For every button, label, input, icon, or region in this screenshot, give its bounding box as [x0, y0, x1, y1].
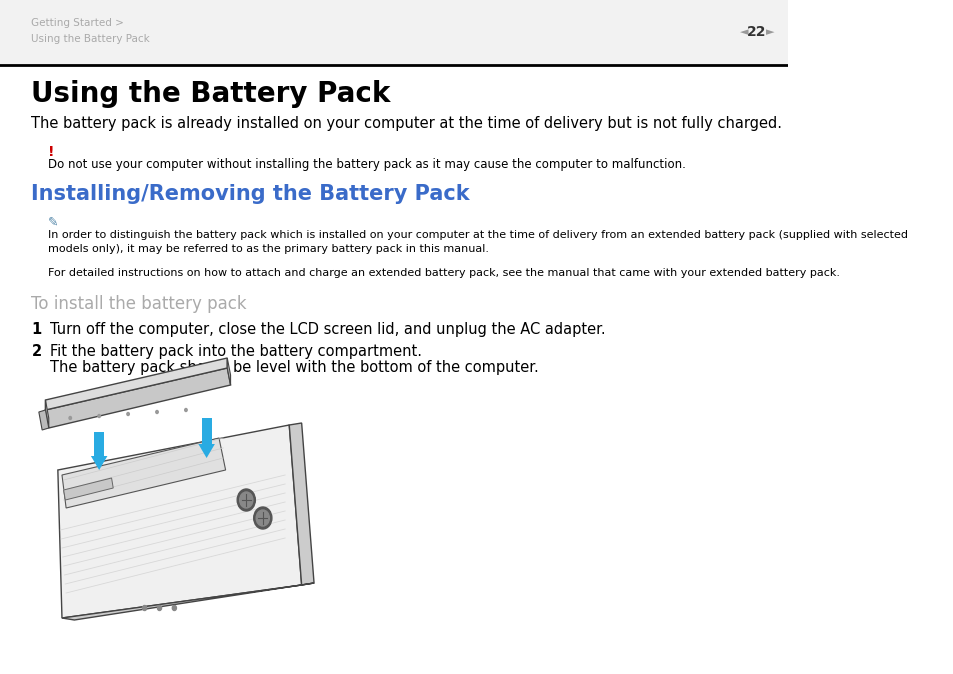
Circle shape	[69, 417, 71, 419]
Circle shape	[239, 492, 253, 508]
Text: !: !	[48, 145, 54, 159]
Text: Using the Battery Pack: Using the Battery Pack	[31, 34, 150, 44]
Polygon shape	[91, 456, 108, 470]
Text: Fit the battery pack into the battery compartment.: Fit the battery pack into the battery co…	[50, 344, 421, 359]
Text: In order to distinguish the battery pack which is installed on your computer at : In order to distinguish the battery pack…	[48, 230, 907, 254]
Circle shape	[155, 410, 158, 414]
Text: 1: 1	[31, 322, 42, 337]
Polygon shape	[227, 358, 231, 385]
Polygon shape	[64, 478, 113, 500]
Polygon shape	[62, 438, 225, 508]
Bar	[0, 0, 787, 65]
Text: ✎: ✎	[48, 216, 58, 229]
Polygon shape	[289, 423, 314, 585]
Circle shape	[172, 605, 176, 611]
Polygon shape	[201, 418, 212, 444]
Text: Turn off the computer, close the LCD screen lid, and unplug the AC adapter.: Turn off the computer, close the LCD scr…	[50, 322, 604, 337]
Text: Using the Battery Pack: Using the Battery Pack	[31, 80, 391, 108]
Circle shape	[157, 605, 161, 611]
Text: ►: ►	[765, 27, 774, 37]
Circle shape	[98, 415, 100, 417]
Text: The battery pack should be level with the bottom of the computer.: The battery pack should be level with th…	[50, 360, 537, 375]
Circle shape	[127, 412, 130, 415]
Polygon shape	[62, 583, 314, 620]
Text: Getting Started >: Getting Started >	[31, 18, 124, 28]
Polygon shape	[46, 368, 231, 428]
Polygon shape	[46, 400, 49, 428]
Polygon shape	[58, 425, 301, 618]
Polygon shape	[94, 432, 104, 456]
Text: 2: 2	[31, 344, 42, 359]
Circle shape	[253, 507, 272, 529]
Text: 22: 22	[746, 25, 766, 39]
Text: The battery pack is already installed on your computer at the time of delivery b: The battery pack is already installed on…	[31, 116, 781, 131]
Text: To install the battery pack: To install the battery pack	[31, 295, 247, 313]
Text: ◄: ◄	[739, 27, 747, 37]
Polygon shape	[46, 358, 227, 410]
Text: For detailed instructions on how to attach and charge an extended battery pack, : For detailed instructions on how to atta…	[48, 268, 839, 278]
Text: Installing/Removing the Battery Pack: Installing/Removing the Battery Pack	[31, 184, 470, 204]
Circle shape	[237, 489, 255, 511]
Text: Do not use your computer without installing the battery pack as it may cause the: Do not use your computer without install…	[48, 158, 685, 171]
Circle shape	[185, 408, 187, 412]
Circle shape	[256, 510, 269, 526]
Polygon shape	[198, 444, 214, 458]
Polygon shape	[39, 410, 49, 430]
Circle shape	[142, 605, 147, 611]
